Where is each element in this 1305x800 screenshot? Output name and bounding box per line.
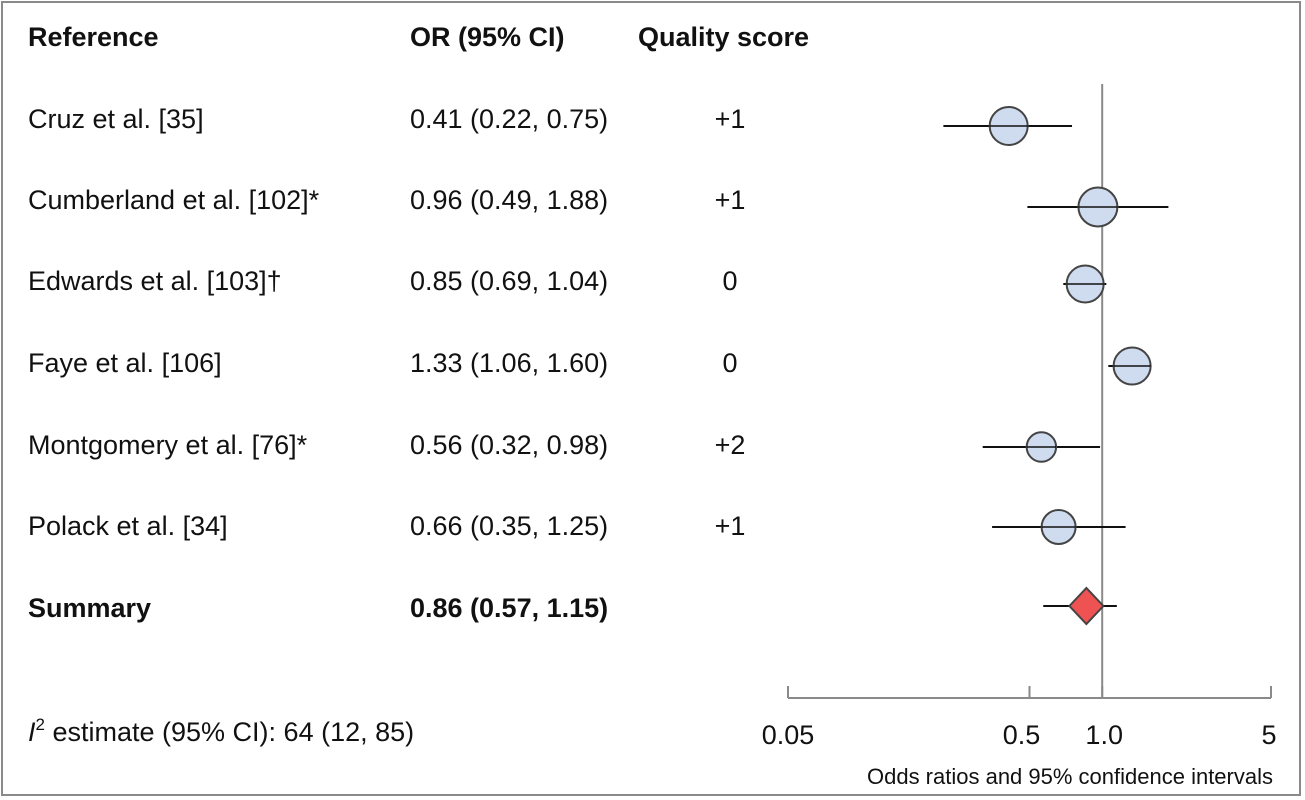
i-squared-superscript: 2 [35,715,45,734]
study-or-ci: 0.66 (0.35, 1.25) [410,511,609,541]
study-quality-score: +2 [714,430,746,460]
header-or-ci: OR (95% CI) [410,22,565,52]
x-axis-tick-label: 0.05 [762,720,815,750]
i-squared-estimate: I2 estimate (95% CI): 64 (12, 85) [28,716,414,748]
x-axis-tick-label: 5 [1261,720,1276,750]
x-axis-tick-label: 1.0 [1085,720,1123,750]
study-quality-score: +1 [714,511,746,541]
study-or-ci: 0.41 (0.22, 0.75) [410,104,609,134]
x-axis-label: Odds ratios and 95% confidence intervals [867,764,1273,789]
study-quality-score: +1 [714,185,746,215]
study-reference: Cumberland et al. [102]* [28,185,320,215]
study-reference: Edwards et al. [103]† [28,266,282,296]
study-quality-score: 0 [722,266,738,296]
study-quality-score: +1 [714,104,746,134]
study-or-ci: 0.96 (0.49, 1.88) [410,185,609,215]
study-reference: Polack et al. [34] [28,511,228,541]
study-or-ci: 0.85 (0.69, 1.04) [410,266,609,296]
study-or-ci: 0.56 (0.32, 0.98) [410,430,609,460]
summary-or-ci: 0.86 (0.57, 1.15) [410,593,609,623]
study-or-ci: 1.33 (1.06, 1.60) [410,348,609,378]
study-quality-score: 0 [722,348,738,378]
i-squared-text: estimate (95% CI): 64 (12, 85) [44,717,415,747]
header-quality-score: Quality score [638,22,810,52]
study-reference: Montgomery et al. [76]* [28,430,308,460]
summary-diamond [1068,586,1105,626]
header-reference: Reference [28,22,159,52]
study-reference: Faye et al. [106] [28,348,222,378]
x-axis-tick-label: 0.5 [1003,720,1041,750]
summary-label: Summary [28,593,152,623]
study-reference: Cruz et al. [35] [28,104,204,134]
i-squared-symbol: I [28,717,36,747]
